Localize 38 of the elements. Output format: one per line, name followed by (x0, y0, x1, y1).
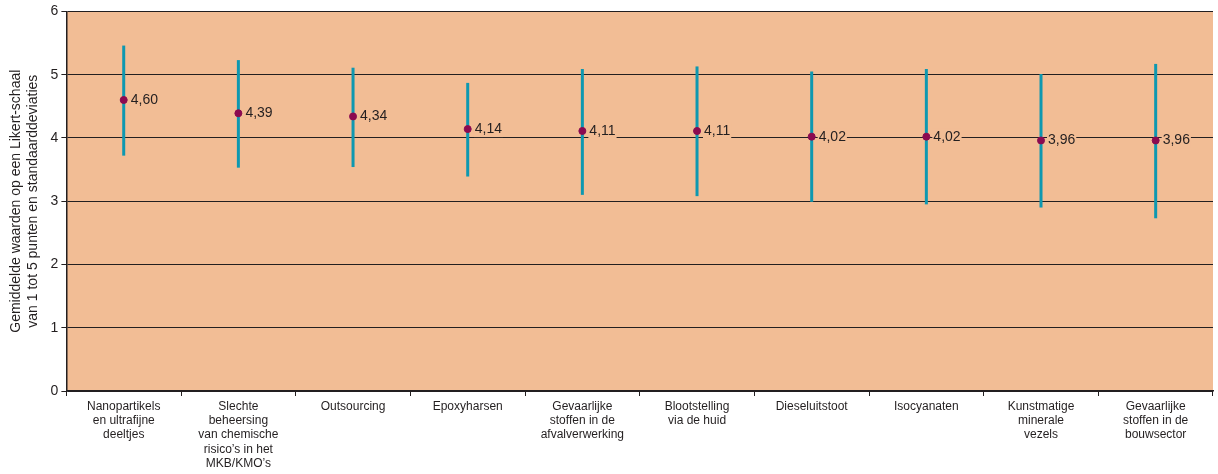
point (463, 125, 472, 134)
data-label: 4,60 (130, 90, 159, 107)
point (234, 109, 243, 118)
x-tick-label: Nanopartikels en ultrafijne deeltjes (87, 398, 161, 442)
x-tick-label: Kunstmatige minerale vezels (1007, 398, 1075, 442)
x-tick-label: Gevaarlijke stoffen in de bouwsector (1123, 398, 1189, 442)
point (807, 132, 816, 141)
x-tick-label: Slechte beheersing van chemische risico’s in het MKB/KMO’s (198, 398, 279, 471)
point (578, 126, 587, 135)
data-label: 4,34 (360, 107, 388, 124)
data-label: 4,02 (933, 127, 961, 144)
data-label: 4,11 (589, 121, 616, 138)
data-label: 4,11 (704, 121, 731, 138)
x-tick-label: Blootstelling via de huid (664, 398, 730, 427)
y-tick-label: 4 (50, 128, 59, 145)
y-tick-label: 5 (50, 65, 59, 82)
point (119, 95, 128, 104)
point (349, 112, 358, 121)
data-label: 3,96 (1162, 131, 1191, 148)
data-label: 4,14 (474, 119, 503, 136)
y-tick-label: 1 (50, 318, 59, 335)
x-tick-label: Outsourcing (320, 398, 386, 413)
x-tick-label: Epoxyharsen (432, 398, 503, 413)
data-label: 4,02 (818, 127, 847, 144)
point (693, 126, 702, 135)
y-tick-label: 2 (50, 255, 59, 272)
y-axis-title: Gemiddelde waarden op een Likert-schaal van 1 tot 5 punten en standaarddeviaties (7, 69, 41, 333)
point (1151, 136, 1160, 145)
point (922, 132, 931, 141)
y-tick-label: 3 (50, 192, 59, 209)
data-label: 3,96 (1048, 131, 1076, 148)
x-tick-label: Isocyanaten (893, 398, 959, 413)
y-tick-label: 0 (50, 381, 59, 398)
x-tick-label: Gevaarlijke stoffen in de afvalverwerking (540, 398, 625, 442)
x-tick-label: Dieseluitstoot (775, 398, 849, 413)
data-label: 4,39 (245, 104, 273, 121)
point (1037, 136, 1046, 145)
y-tick-label: 6 (50, 2, 59, 19)
